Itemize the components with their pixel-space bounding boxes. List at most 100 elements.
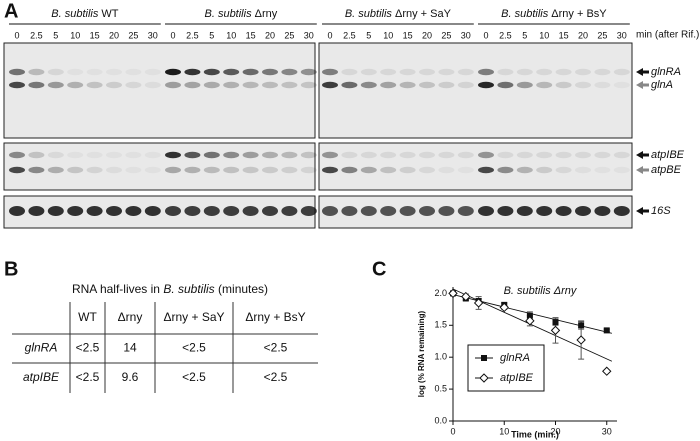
band xyxy=(9,166,25,174)
arrow xyxy=(636,151,649,159)
band xyxy=(594,206,611,216)
band xyxy=(516,166,533,174)
band xyxy=(380,81,397,89)
band xyxy=(360,68,377,76)
chart-title: B. subtilis Δrny xyxy=(504,285,578,297)
row-header: glnRA xyxy=(25,341,58,355)
band xyxy=(203,206,220,216)
band xyxy=(203,151,220,159)
band xyxy=(67,166,84,174)
band xyxy=(300,151,317,159)
time-label: 20 xyxy=(109,30,119,40)
point xyxy=(448,288,458,299)
band xyxy=(106,166,122,174)
band xyxy=(184,166,201,174)
band xyxy=(262,206,278,216)
band xyxy=(536,81,553,89)
time-label: 20 xyxy=(265,30,275,40)
band xyxy=(106,68,122,76)
band xyxy=(457,68,474,76)
band xyxy=(536,206,553,216)
band xyxy=(47,81,64,89)
band xyxy=(399,166,416,174)
band xyxy=(399,151,416,159)
band xyxy=(497,151,514,159)
band xyxy=(184,81,201,89)
text-part: B. subtilis xyxy=(205,8,253,20)
band xyxy=(281,68,298,76)
band xyxy=(106,151,122,159)
time-label: 25 xyxy=(128,30,138,40)
band xyxy=(322,166,338,174)
band xyxy=(380,151,397,159)
band xyxy=(9,68,25,76)
band xyxy=(165,151,181,159)
band xyxy=(86,206,103,216)
band xyxy=(341,81,358,89)
time-label: 30 xyxy=(461,30,471,40)
band xyxy=(9,206,25,216)
band xyxy=(575,151,591,159)
band xyxy=(28,81,45,89)
band xyxy=(516,81,533,89)
text-part: RNA half-lives in xyxy=(72,282,160,296)
band xyxy=(613,151,630,159)
band xyxy=(47,68,64,76)
legend-label: glnRA xyxy=(500,352,530,364)
band xyxy=(516,68,533,76)
band xyxy=(125,81,142,89)
band xyxy=(223,68,240,76)
band xyxy=(165,206,181,216)
time-label: 5 xyxy=(522,30,527,40)
point xyxy=(602,366,612,376)
time-label: 0 xyxy=(483,30,488,40)
band xyxy=(438,81,455,89)
band xyxy=(341,151,358,159)
band-label: 16S xyxy=(651,205,671,217)
point xyxy=(603,327,610,334)
legend-box xyxy=(467,344,545,392)
band xyxy=(613,166,630,174)
band xyxy=(360,151,377,159)
band xyxy=(242,151,259,159)
band xyxy=(399,81,416,89)
band-label: glnA xyxy=(651,79,673,91)
text-part: (minutes) xyxy=(218,282,268,296)
time-label: 10 xyxy=(70,30,80,40)
band xyxy=(281,151,298,159)
table-cell: <2.5 xyxy=(182,370,206,384)
y-axis-label: log (% RNA remaining) xyxy=(417,310,426,397)
group-label: B. subtilis Δrny + BsY xyxy=(501,8,607,20)
band xyxy=(28,166,45,174)
time-label: 0 xyxy=(170,30,175,40)
band xyxy=(67,81,84,89)
time-label: 2.5 xyxy=(30,30,43,40)
x-tick-label: 10 xyxy=(499,426,509,436)
band xyxy=(457,206,474,216)
point xyxy=(473,298,484,308)
arrow xyxy=(636,68,649,76)
column-header: Δrny xyxy=(118,310,143,324)
band xyxy=(86,151,103,159)
time-label: 0 xyxy=(14,30,19,40)
band xyxy=(380,166,397,174)
band xyxy=(223,206,240,216)
band xyxy=(106,206,122,216)
point xyxy=(525,316,535,326)
band xyxy=(438,206,455,216)
band xyxy=(28,151,45,159)
band xyxy=(165,166,181,174)
y-tick-label: 1.0 xyxy=(434,352,447,362)
point xyxy=(578,322,585,329)
time-label: 10 xyxy=(226,30,236,40)
band xyxy=(497,68,514,76)
band xyxy=(300,81,317,89)
band xyxy=(86,81,103,89)
time-label: 0 xyxy=(327,30,332,40)
band xyxy=(28,206,45,216)
panel-label: B xyxy=(4,258,18,280)
panel-label: C xyxy=(372,258,386,280)
band xyxy=(497,81,514,89)
band xyxy=(242,68,259,76)
